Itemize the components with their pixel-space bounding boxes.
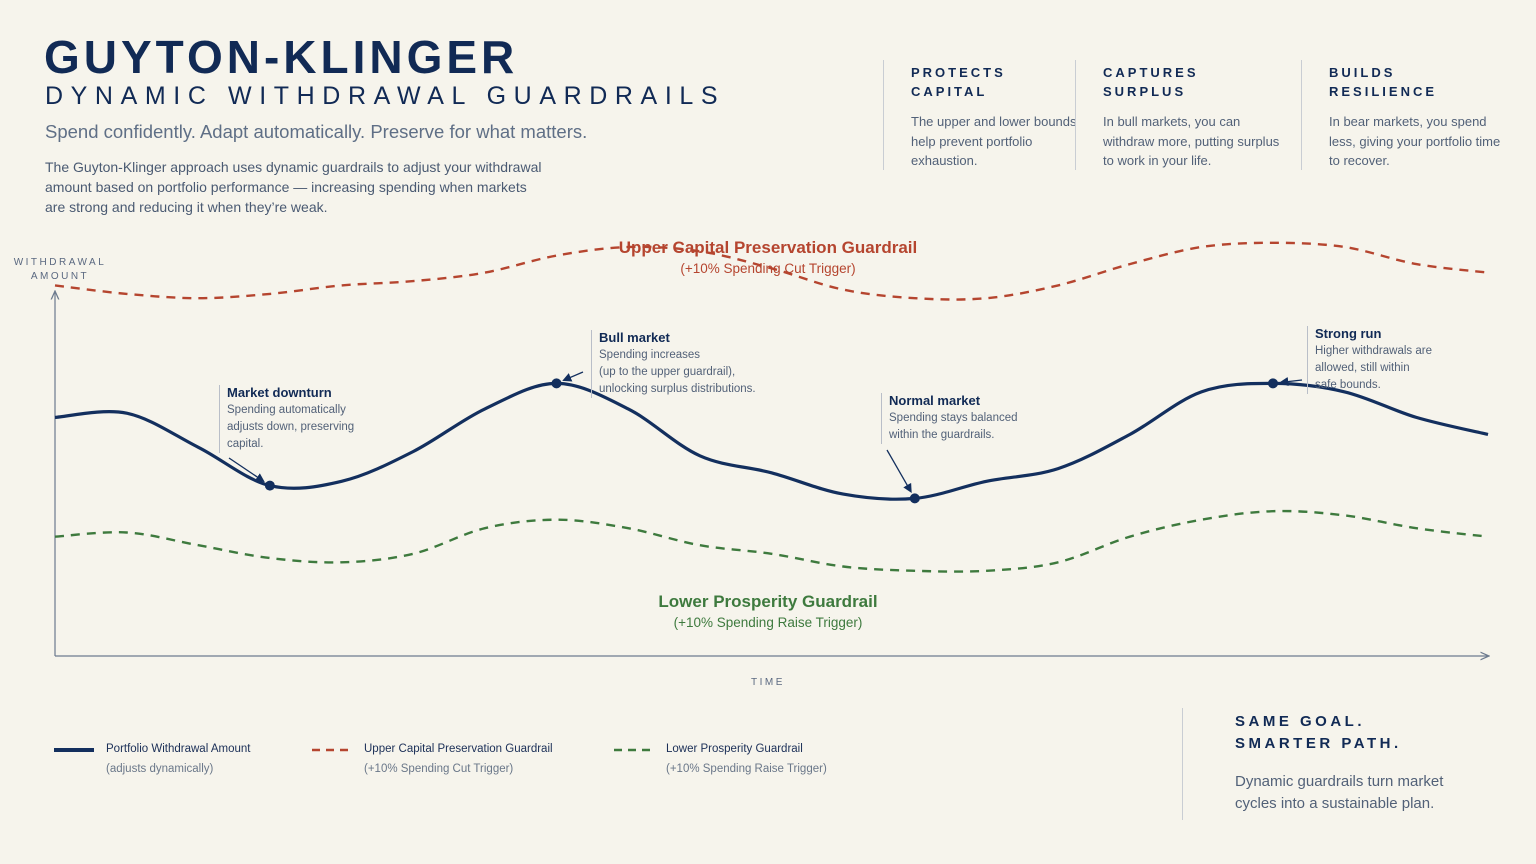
annotation-body: Spending automatically adjusts down, pre… — [227, 404, 355, 450]
closing-callout: SAME GOAL. SMARTER PATH. Dynamic guardra… — [1182, 708, 1495, 820]
legend-title: Lower Prosperity Guardrail — [666, 743, 803, 755]
upper-guardrail-title: Upper Capital Preservation Guardrail — [618, 238, 918, 257]
annotation-body: Spending stays balanced within the guard… — [889, 412, 1018, 441]
closing-body: Dynamic guardrails turn market cycles in… — [1235, 773, 1444, 812]
annotation-pointer-arrow — [562, 371, 584, 382]
annotation-normal-market: Normal market Spending stays balanced wi… — [881, 393, 1018, 444]
annotation-market-downturn: Market downturn Spending automatically a… — [219, 385, 354, 453]
series-lower-guardrail-line — [54, 509, 1489, 573]
tagline: Spend confidently. Adapt automatically. … — [45, 121, 588, 142]
legend-title: Portfolio Withdrawal Amount — [106, 743, 251, 755]
upper-guardrail-label: Upper Capital Preservation Guardrail (+1… — [568, 238, 968, 276]
annotation-title: Market downturn — [227, 385, 332, 400]
feature-builds-resilience: BUILDS RESILIENCE In bear markets, you s… — [1301, 60, 1509, 170]
annotation-title: Strong run — [1315, 326, 1382, 341]
legend-subtitle: (+10% Spending Cut Trigger) — [364, 763, 514, 775]
page-title: GUYTON-KLINGER — [44, 31, 519, 83]
series-upper-guardrail-line — [54, 241, 1489, 301]
legend-subtitle: (+10% Spending Raise Trigger) — [666, 763, 827, 775]
point-normal-market — [909, 493, 920, 504]
annotation-pointer-arrow — [228, 457, 265, 483]
intro-paragraph: The Guyton-Klinger approach uses dynamic… — [45, 159, 542, 215]
legend-swatch-dashed-green — [614, 748, 656, 752]
point-strong-run — [1268, 378, 1278, 389]
feature-body: In bull markets, you can withdraw more, … — [1103, 114, 1280, 168]
legend-swatch-dashed-red — [312, 748, 354, 752]
lower-guardrail-subtitle: (+10% Spending Raise Trigger) — [673, 615, 863, 630]
page-subtitle: DYNAMIC WITHDRAWAL GUARDRAILS — [45, 82, 726, 110]
legend-swatch-solid — [54, 748, 94, 752]
lower-guardrail-title: Lower Prosperity Guardrail — [658, 592, 878, 611]
legend-subtitle: (adjusts dynamically) — [106, 763, 214, 775]
annotation-strong-run: Strong run Higher withdrawals are allowe… — [1307, 326, 1432, 394]
annotation-title: Bull market — [599, 330, 670, 345]
feature-captures-surplus: CAPTURES SURPLUS In bull markets, you ca… — [1075, 60, 1283, 170]
legend-title: Upper Capital Preservation Guardrail — [364, 743, 553, 755]
annotation-pointer-arrow — [1279, 377, 1303, 387]
series-withdrawal-line — [54, 381, 1489, 501]
annotation-bull-market: Bull market Spending increases (up to th… — [591, 330, 756, 398]
upper-guardrail-subtitle: (+10% Spending Cut Trigger) — [680, 261, 856, 276]
point-market-downturn — [264, 480, 275, 491]
x-axis-label: TIME — [751, 677, 785, 688]
lower-guardrail-label: Lower Prosperity Guardrail (+10% Spendin… — [568, 592, 968, 630]
annotation-body: Higher withdrawals are allowed, still wi… — [1315, 345, 1432, 391]
point-bull-market — [551, 378, 562, 389]
feature-title: PROTECTS CAPITAL — [911, 65, 1006, 99]
feature-body: The upper and lower bounds help prevent … — [911, 114, 1077, 168]
closing-title: SAME GOAL. SMARTER PATH. — [1235, 713, 1402, 752]
annotation-body: Spending increases (up to the upper guar… — [599, 349, 756, 395]
feature-title: CAPTURES SURPLUS — [1103, 65, 1199, 99]
annotation-pointer-arrow — [886, 449, 912, 493]
y-axis-label: WITHDRAWAL AMOUNT — [13, 257, 107, 282]
feature-body: In bear markets, you spend less, giving … — [1329, 114, 1501, 168]
annotation-title: Normal market — [889, 393, 981, 408]
feature-title: BUILDS RESILIENCE — [1329, 65, 1438, 99]
feature-protects-capital: PROTECTS CAPITAL The upper and lower bou… — [883, 60, 1091, 170]
